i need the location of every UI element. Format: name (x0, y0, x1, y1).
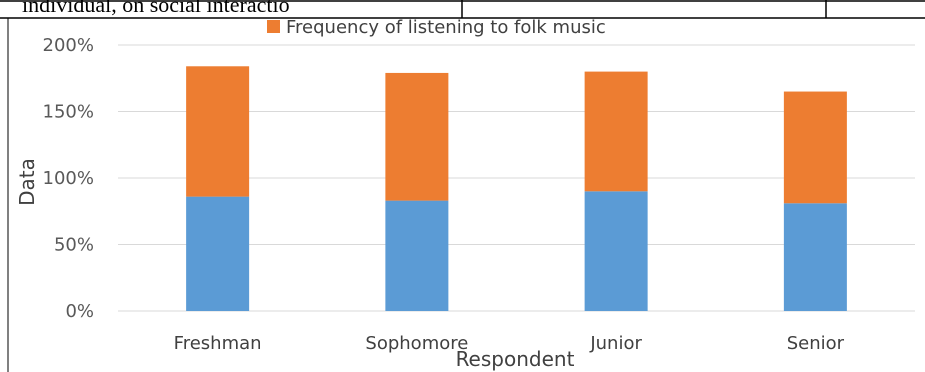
y-tick-label: 100% (43, 168, 94, 189)
top-fragment-text: individual, on social interactio (22, 0, 290, 17)
bar-segment-sophomore-series-2 (385, 72, 449, 201)
bar-segment-sophomore-series-1 (385, 200, 449, 311)
x-category-label: Sophomore (365, 333, 468, 354)
y-axis-ticks: 0% 50% 100% 150% 200% (43, 35, 94, 322)
x-axis-title: Respondent (456, 347, 575, 371)
bar-segment-freshman-series-1 (186, 196, 250, 311)
bar-segment-senior-series-2 (783, 91, 847, 204)
legend-label: Frequency of listening to folk music (286, 17, 606, 38)
x-category-label: Freshman (174, 333, 262, 354)
legend: Frequency of listening to folk music (267, 17, 606, 38)
y-axis-title: Data (15, 158, 39, 206)
x-category-label: Junior (589, 333, 642, 354)
y-tick-label: 0% (65, 301, 94, 322)
x-axis-categories: Freshman Sophomore Junior Senior (174, 333, 845, 354)
bar-segment-freshman-series-2 (186, 66, 250, 197)
x-category-label: Senior (787, 333, 845, 354)
y-tick-label: 150% (43, 102, 94, 123)
legend-swatch (267, 20, 280, 33)
gridlines (118, 44, 915, 312)
y-tick-label: 200% (43, 35, 94, 56)
bars (186, 66, 847, 311)
bar-segment-junior-series-1 (584, 191, 648, 311)
y-tick-label: 50% (54, 235, 94, 256)
bar-segment-senior-series-1 (783, 203, 847, 311)
bar-segment-junior-series-2 (584, 71, 648, 192)
